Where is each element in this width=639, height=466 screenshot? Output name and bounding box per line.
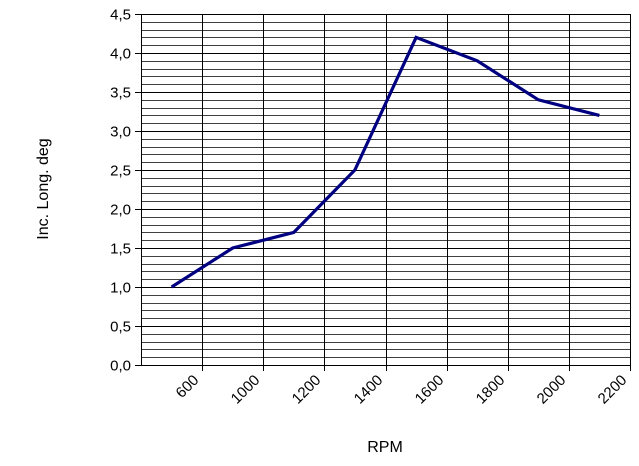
y-tick-label: 0,0 — [110, 358, 131, 375]
y-tick-label: 1,0 — [110, 280, 131, 297]
axis-layer — [135, 14, 631, 371]
y-tick-label: 3,0 — [110, 124, 131, 141]
series-line — [170, 35, 600, 289]
x-tick-label: 2200 — [595, 372, 631, 408]
y-tick-label: 4,0 — [110, 46, 131, 63]
x-tick-label: 2000 — [534, 372, 570, 408]
x-axis-title: RPM — [367, 439, 403, 456]
x-tick-label: 1800 — [473, 372, 509, 408]
y-tick-label: 2,5 — [110, 163, 131, 180]
y-tick-label: 4,5 — [110, 7, 131, 24]
x-tick-label: 1400 — [351, 372, 387, 408]
x-tick-label: 1600 — [412, 372, 448, 408]
x-tick-label: 1000 — [228, 372, 264, 408]
y-tick-label: 1,5 — [110, 241, 131, 258]
y-axis-title: Inc. Long. deg — [35, 138, 52, 239]
x-tick-label: 600 — [173, 372, 203, 402]
plot-area — [141, 14, 630, 365]
y-tick-label: 3,5 — [110, 85, 131, 102]
y-tick-label: 2,0 — [110, 202, 131, 219]
x-tick-label: 1200 — [289, 372, 325, 408]
y-tick-label: 0,5 — [110, 319, 131, 336]
series-layer — [170, 35, 600, 289]
